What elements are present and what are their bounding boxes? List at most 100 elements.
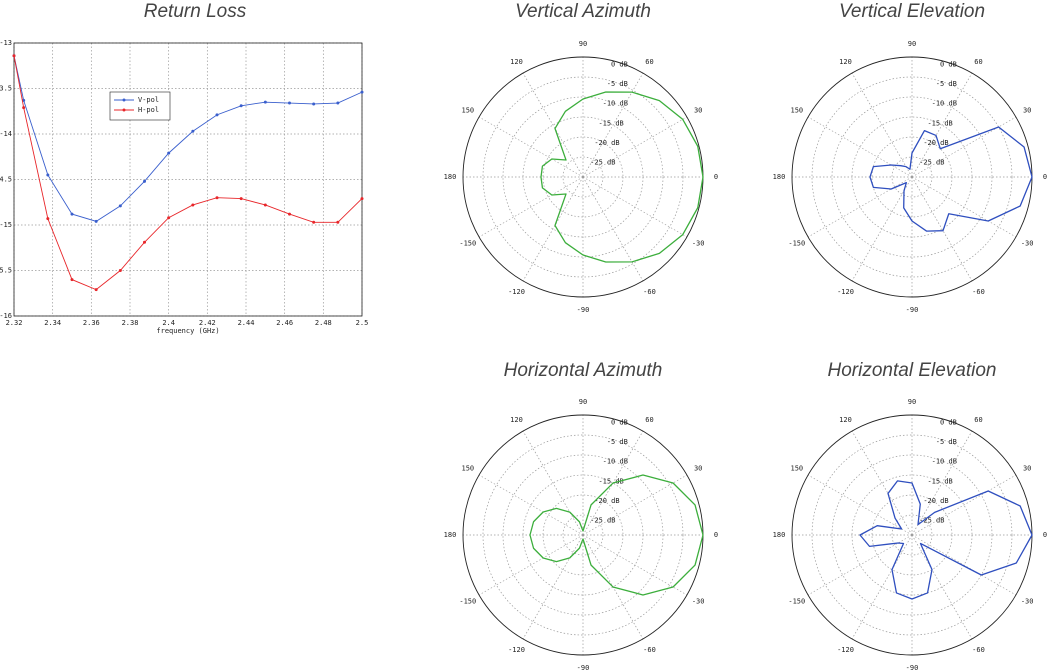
y-tick-label: -13 (0, 39, 12, 47)
angle-label: 90 (908, 40, 916, 48)
radial-label: -5 dB (936, 80, 957, 88)
grid-ring (562, 514, 604, 556)
radial-label: -15 dB (598, 119, 623, 127)
grid-spoke (851, 72, 913, 178)
series-marker (360, 90, 364, 94)
angle-label: 90 (579, 40, 587, 48)
grid-spoke (851, 176, 913, 282)
grid-spoke (911, 176, 973, 282)
y-tick-label: -15.5 (0, 267, 12, 275)
angle-label: 120 (839, 58, 852, 66)
angle-label: 0 (1043, 173, 1047, 181)
angle-label: 60 (645, 58, 653, 66)
series-marker (239, 104, 243, 108)
angle-label: 0 (714, 531, 718, 539)
grid-spoke (807, 474, 913, 536)
series-marker (215, 113, 219, 117)
angle-label: 60 (974, 416, 982, 424)
y-tick-label: -16 (0, 312, 12, 320)
grid-spoke (478, 534, 584, 596)
series-marker (239, 197, 243, 201)
radial-label: 0 dB (611, 61, 628, 69)
pattern-line (859, 480, 1033, 600)
x-tick-label: 2.42 (199, 319, 216, 327)
x-tick-label: 2.5 (356, 319, 369, 327)
grid-spoke (522, 72, 584, 178)
series-marker (70, 212, 74, 216)
angle-label: 180 (773, 173, 786, 181)
grid-spoke (582, 116, 688, 178)
radial-label: -5 dB (607, 438, 628, 446)
grid-ring (502, 454, 664, 616)
series-marker (167, 216, 171, 220)
grid-spoke (582, 474, 688, 536)
angle-label: 60 (974, 58, 982, 66)
chart-title: Return Loss (144, 1, 247, 22)
chart-title: Vertical Azimuth (515, 1, 651, 22)
angle-label: 180 (444, 531, 457, 539)
legend-label: H-pol (138, 106, 159, 114)
grid-ring (871, 494, 953, 576)
angle-label: 90 (908, 398, 916, 406)
angle-label: -120 (837, 288, 854, 296)
series-marker (143, 240, 146, 244)
radial-label: -5 dB (607, 80, 628, 88)
series-marker (191, 203, 195, 207)
radial-label: -25 dB (919, 158, 944, 166)
series-marker (263, 100, 267, 104)
grid-spoke (807, 116, 913, 178)
angle-label: -150 (788, 598, 805, 606)
series-marker (94, 219, 98, 223)
series-marker (312, 220, 316, 224)
pattern-line (869, 126, 1033, 232)
series-marker (191, 129, 195, 133)
grid-ring (542, 136, 624, 218)
angle-label: -150 (459, 598, 476, 606)
grid-ring (502, 96, 664, 258)
grid-spoke (478, 474, 584, 536)
grid-spoke (522, 430, 584, 536)
x-tick-label: 2.38 (122, 319, 139, 327)
radial-label: -25 dB (590, 158, 615, 166)
grid-ring (542, 494, 624, 576)
series-marker (336, 101, 340, 105)
angle-label: 120 (839, 416, 852, 424)
y-tick-label: -14.5 (0, 176, 12, 184)
angle-label: 150 (790, 107, 803, 115)
grid-ring (562, 156, 604, 198)
grid-spoke (522, 176, 584, 282)
grid-spoke (851, 430, 913, 536)
legend-marker (122, 108, 126, 112)
angle-label: 0 (714, 173, 718, 181)
angle-label: -30 (692, 598, 705, 606)
y-tick-label: -14 (0, 130, 12, 138)
angle-label: 0 (1043, 531, 1047, 539)
x-tick-label: 2.32 (6, 319, 23, 327)
chart-title: Vertical Elevation (839, 1, 985, 22)
angle-label: -120 (837, 646, 854, 654)
grid-ring (831, 454, 993, 616)
angle-label: -30 (692, 240, 705, 248)
series-line (13, 55, 363, 291)
x-tick-label: 2.4 (162, 319, 175, 327)
series-marker (22, 98, 26, 102)
angle-label: 120 (510, 58, 523, 66)
angle-label: 90 (579, 398, 587, 406)
grid-ring (811, 76, 1013, 278)
angle-label: -60 (972, 288, 985, 296)
angle-label: 30 (1023, 465, 1031, 473)
radial-label: -20 dB (923, 497, 948, 505)
angle-label: 150 (790, 465, 803, 473)
angle-label: -60 (972, 646, 985, 654)
series-marker (360, 197, 364, 201)
grid-spoke (478, 176, 584, 238)
grid-spoke (851, 534, 913, 640)
series-marker (263, 203, 267, 207)
grid-spoke (582, 176, 688, 238)
y-tick-label: -13.5 (0, 85, 12, 93)
y-tick-label: -15 (0, 221, 12, 229)
grid-spoke (911, 534, 1017, 596)
angle-label: -30 (1021, 598, 1034, 606)
grid-ring (891, 514, 933, 556)
